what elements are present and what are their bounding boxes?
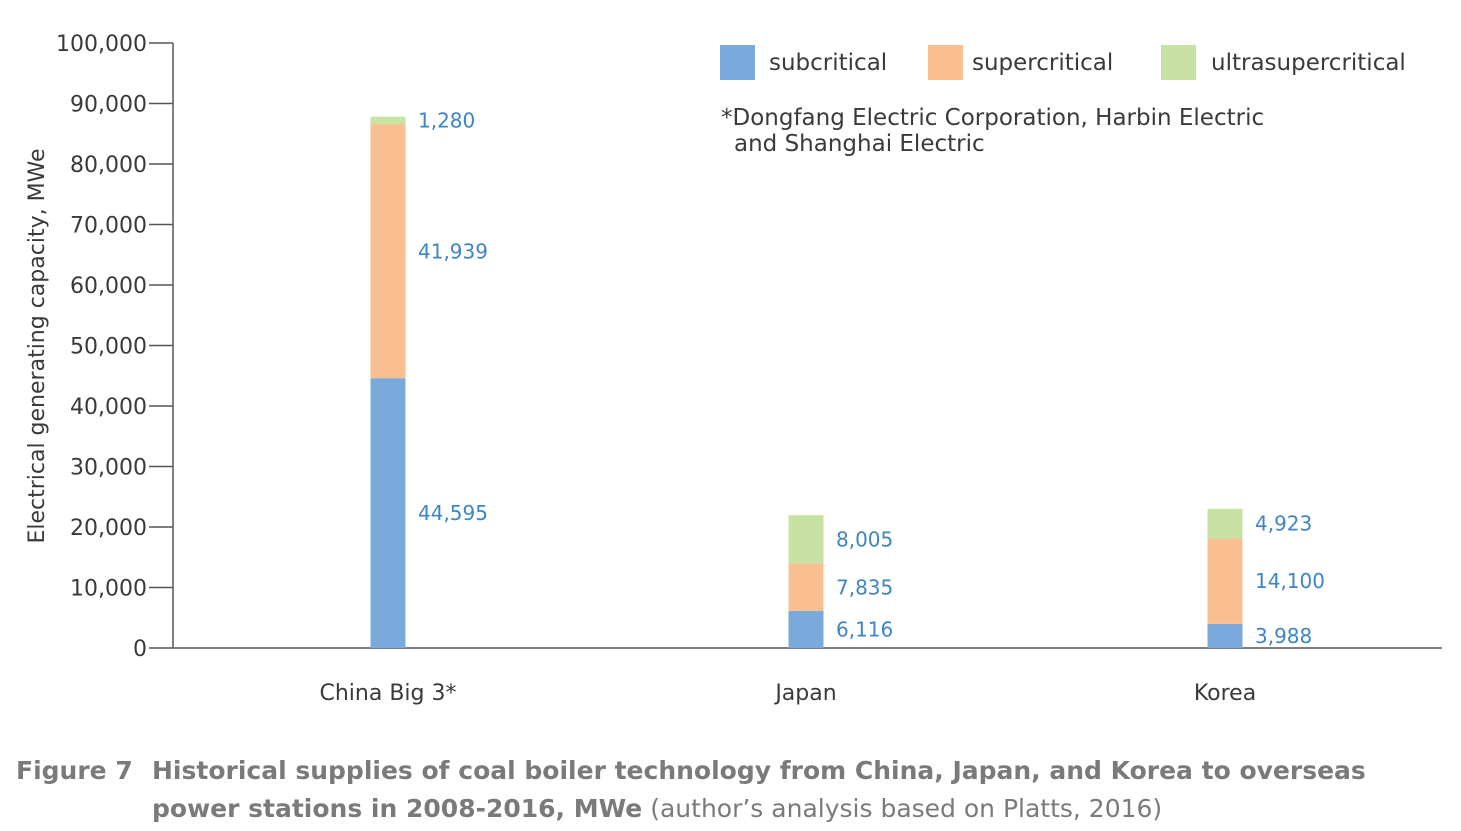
y-tick-label: 50,000 bbox=[70, 335, 147, 360]
bar-supercritical-korea bbox=[1207, 538, 1243, 624]
value-label-subcritical-korea: 3,988 bbox=[1255, 624, 1312, 648]
y-tick-label: 10,000 bbox=[70, 577, 147, 602]
legend-swatch-subcritical bbox=[720, 45, 755, 80]
y-tick-label: 90,000 bbox=[70, 93, 147, 118]
legend-label-ultrasupercritical: ultrasupercritical bbox=[1211, 50, 1406, 76]
y-tick-label: 70,000 bbox=[70, 214, 147, 239]
value-label-supercritical-korea: 14,100 bbox=[1255, 569, 1325, 593]
y-tick-label: 80,000 bbox=[70, 153, 147, 178]
figure-caption-body: Historical supplies of coal boiler techn… bbox=[152, 752, 1436, 828]
figure-source: (author’s analysis based on Platts, 2016… bbox=[650, 794, 1163, 823]
y-tick-label: 100,000 bbox=[56, 32, 147, 57]
stacked-bar-chart: 0 10,000 20,000 30,000 40,000 50,000 60,000 70,… bbox=[25, 32, 1442, 706]
footnote-line-2: and Shanghai Electric bbox=[734, 131, 985, 157]
bar-ultrasupercritical-japan bbox=[788, 515, 824, 564]
value-label-subcritical-japan: 6,116 bbox=[836, 617, 893, 641]
bar-subcritical-korea bbox=[1207, 623, 1243, 648]
value-labels: 44,595 41,939 1,280 6,116 7,835 8,005 3,988 14,… bbox=[418, 109, 1325, 648]
bar-supercritical-china-big-3 bbox=[370, 124, 406, 379]
bar-supercritical-japan bbox=[788, 563, 824, 611]
x-category-label: Japan bbox=[773, 681, 836, 706]
figure-title: Historical supplies of coal boiler techn… bbox=[152, 756, 1366, 823]
y-axis-title: Electrical generating capacity, MWe bbox=[25, 148, 50, 543]
footnote-line-1: *Dongfang Electric Corporation, Harbin E… bbox=[721, 105, 1264, 131]
footnote-annotation: *Dongfang Electric Corporation, Harbin E… bbox=[721, 105, 1264, 157]
legend-label-supercritical: supercritical bbox=[972, 50, 1113, 76]
figure-caption: Figure 7 Historical supplies of coal boi… bbox=[16, 752, 1436, 828]
x-category-label: Korea bbox=[1194, 681, 1256, 706]
bar-ultrasupercritical-china-big-3 bbox=[370, 116, 406, 125]
y-tick-label: 40,000 bbox=[70, 395, 147, 420]
y-tick-label: 0 bbox=[133, 637, 147, 662]
x-axis-labels: China Big 3* Japan Korea bbox=[320, 681, 1257, 706]
legend: subcritical supercritical ultrasupercrit… bbox=[720, 45, 1406, 80]
bars bbox=[370, 116, 1243, 648]
value-label-supercritical-china-big-3: 41,939 bbox=[418, 239, 488, 263]
y-axis-ticks: 0 10,000 20,000 30,000 40,000 50,000 60,000 70,… bbox=[56, 32, 173, 662]
bar-ultrasupercritical-korea bbox=[1207, 508, 1243, 539]
value-label-ultrasupercritical-china-big-3: 1,280 bbox=[418, 109, 475, 133]
y-tick-label: 20,000 bbox=[70, 516, 147, 541]
value-label-subcritical-china-big-3: 44,595 bbox=[418, 501, 488, 525]
bar-subcritical-china-big-3 bbox=[370, 378, 406, 648]
value-label-ultrasupercritical-korea: 4,923 bbox=[1255, 512, 1312, 536]
x-category-label: China Big 3* bbox=[320, 681, 457, 706]
figure-number: Figure 7 bbox=[16, 756, 133, 785]
y-tick-label: 30,000 bbox=[70, 456, 147, 481]
value-label-supercritical-japan: 7,835 bbox=[836, 575, 893, 599]
value-label-ultrasupercritical-japan: 8,005 bbox=[836, 527, 893, 551]
legend-swatch-ultrasupercritical bbox=[1161, 45, 1196, 80]
bar-subcritical-japan bbox=[788, 610, 824, 648]
legend-label-subcritical: subcritical bbox=[769, 50, 887, 76]
legend-swatch-supercritical bbox=[928, 45, 963, 80]
y-tick-label: 60,000 bbox=[70, 274, 147, 299]
